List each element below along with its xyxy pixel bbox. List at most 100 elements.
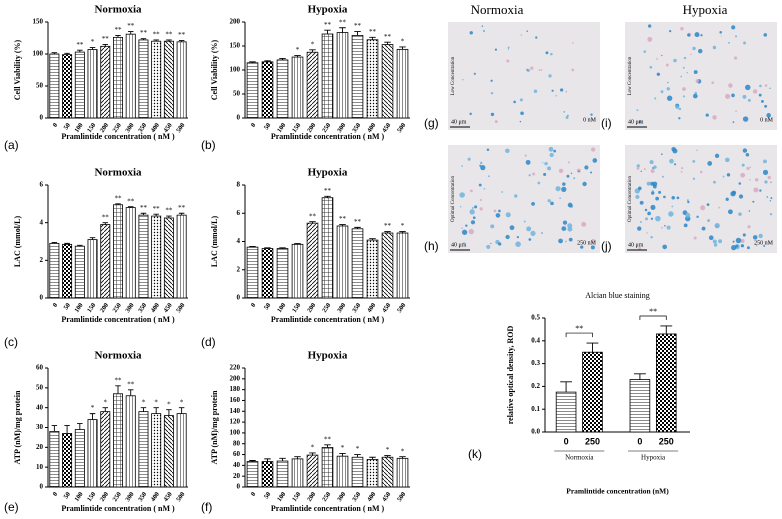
x-tick-label: 100 <box>276 491 287 503</box>
x-tick-label: 250 <box>585 436 600 446</box>
stain-dot <box>660 90 664 94</box>
error-bar <box>339 224 346 226</box>
x-tick-label: 0 <box>52 302 60 309</box>
y-axis-label: LAC (mmol/L) <box>13 216 22 268</box>
stain-dot <box>649 65 653 69</box>
bar <box>291 243 304 299</box>
bar <box>306 51 319 119</box>
y-tick-label: 50 <box>36 383 44 391</box>
error-bar <box>115 203 121 205</box>
significance-label: ** <box>178 204 186 212</box>
stain-dot <box>509 225 515 231</box>
significance-label: * <box>180 398 184 406</box>
y-tick-label: 40 <box>36 403 44 411</box>
y-tick-label: 0.1 <box>531 405 540 413</box>
stain-dot <box>731 25 736 30</box>
stain-dot <box>486 244 491 249</box>
stain-dot <box>763 33 768 37</box>
panel-label: (f) <box>201 500 212 514</box>
stain-dot <box>541 69 543 71</box>
stain-dot <box>752 89 758 94</box>
bar <box>321 33 334 119</box>
significance-label: * <box>296 46 300 54</box>
x-tick-label: 50 <box>263 122 272 131</box>
stain-dot <box>742 233 746 237</box>
significance-label: ** <box>165 31 173 39</box>
x-tick-label: 450 <box>381 302 392 314</box>
stain-dot <box>734 35 738 38</box>
stain-dot <box>647 211 651 216</box>
bar <box>582 351 603 433</box>
error-bar <box>178 407 185 414</box>
x-tick-label: 400 <box>366 302 377 314</box>
bar <box>113 204 123 299</box>
stain-dot <box>516 235 519 239</box>
x-tick-label: 250 <box>321 302 332 314</box>
error-bar <box>399 456 406 459</box>
stain-dot <box>661 153 663 156</box>
stain-dot <box>764 180 768 184</box>
stain-dot <box>561 186 567 193</box>
bar <box>261 61 274 119</box>
stain-dot <box>701 226 706 231</box>
error-bar <box>369 36 376 40</box>
significance-label: ** <box>354 22 362 30</box>
stain-dot <box>565 90 568 93</box>
stain-dot <box>571 68 575 72</box>
y-tick-label: 20 <box>36 443 44 451</box>
stain-dot <box>646 181 651 186</box>
stain-dot <box>550 52 553 56</box>
stain-dot <box>482 29 486 33</box>
stain-dot <box>745 84 751 91</box>
stain-dot <box>582 181 587 187</box>
bar <box>62 54 73 119</box>
stain-dot <box>567 223 573 229</box>
stain-dot <box>530 66 534 70</box>
stain-dot <box>486 148 490 151</box>
y-tick-label: 150 <box>33 18 44 26</box>
stain-dot <box>733 56 738 60</box>
x-tick-label: 150 <box>291 491 302 503</box>
bar <box>366 459 379 488</box>
significance-label: ** <box>384 33 392 41</box>
error-bar <box>127 206 134 208</box>
stain-dot <box>532 172 536 176</box>
bar <box>336 455 349 488</box>
stain-dot <box>674 163 677 166</box>
significance-label: * <box>356 445 360 453</box>
stain-dot <box>728 83 733 88</box>
chart-title: Normoxia <box>94 167 142 179</box>
stain-dot <box>645 217 649 221</box>
stain-dot <box>553 149 557 153</box>
bar <box>163 415 174 488</box>
x-tick-label: 450 <box>381 491 392 503</box>
stain-dot <box>741 245 744 247</box>
stain-dot <box>766 113 771 118</box>
bar <box>246 246 259 299</box>
y-tick-label: 60 <box>233 450 241 458</box>
stain-dot <box>514 194 518 198</box>
stain-dot <box>667 81 669 84</box>
stain-dot <box>693 236 697 240</box>
error-bar <box>633 373 646 380</box>
significance-label: * <box>154 398 158 406</box>
significance-label: * <box>167 400 171 408</box>
bar <box>366 239 379 299</box>
error-bar <box>51 425 58 432</box>
stain-dot <box>732 240 735 243</box>
error-bar <box>153 213 159 217</box>
stain-dot <box>678 107 682 111</box>
stain-dot <box>675 105 680 109</box>
stain-dot <box>547 166 552 171</box>
stain-dot <box>762 169 769 175</box>
error-bar <box>102 222 109 225</box>
x-tick-label: 0 <box>250 122 258 129</box>
stain-dot <box>479 207 483 211</box>
error-bar <box>249 460 256 462</box>
x-tick-label: 50 <box>263 302 272 311</box>
stain-dot <box>547 199 551 203</box>
bar <box>381 232 394 299</box>
bar <box>49 431 60 488</box>
x-tick-label: 300 <box>124 122 135 134</box>
x-tick-label: 50 <box>62 122 71 131</box>
